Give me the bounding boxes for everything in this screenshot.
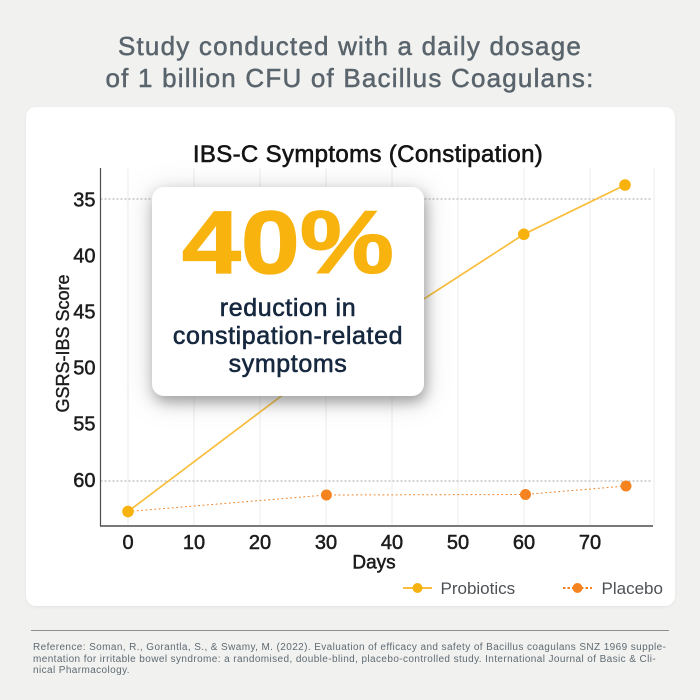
svg-text:Days: Days: [352, 553, 395, 574]
svg-text:GSRS-IBS Score: GSRS-IBS Score: [53, 274, 73, 412]
svg-text:20: 20: [249, 532, 271, 554]
svg-text:60: 60: [513, 532, 535, 554]
svg-text:60: 60: [73, 470, 95, 492]
svg-text:45: 45: [73, 302, 95, 324]
svg-text:55: 55: [73, 414, 95, 436]
svg-text:Probiotics: Probiotics: [441, 580, 516, 598]
svg-text:50: 50: [73, 358, 95, 380]
svg-text:0: 0: [122, 532, 133, 554]
svg-text:10: 10: [183, 532, 205, 554]
svg-text:40: 40: [381, 532, 403, 554]
svg-text:40: 40: [73, 246, 95, 268]
svg-text:Placebo: Placebo: [602, 580, 663, 598]
svg-text:50: 50: [447, 532, 469, 554]
svg-text:30: 30: [315, 532, 337, 554]
svg-text:70: 70: [579, 532, 601, 554]
svg-text:35: 35: [73, 189, 95, 211]
